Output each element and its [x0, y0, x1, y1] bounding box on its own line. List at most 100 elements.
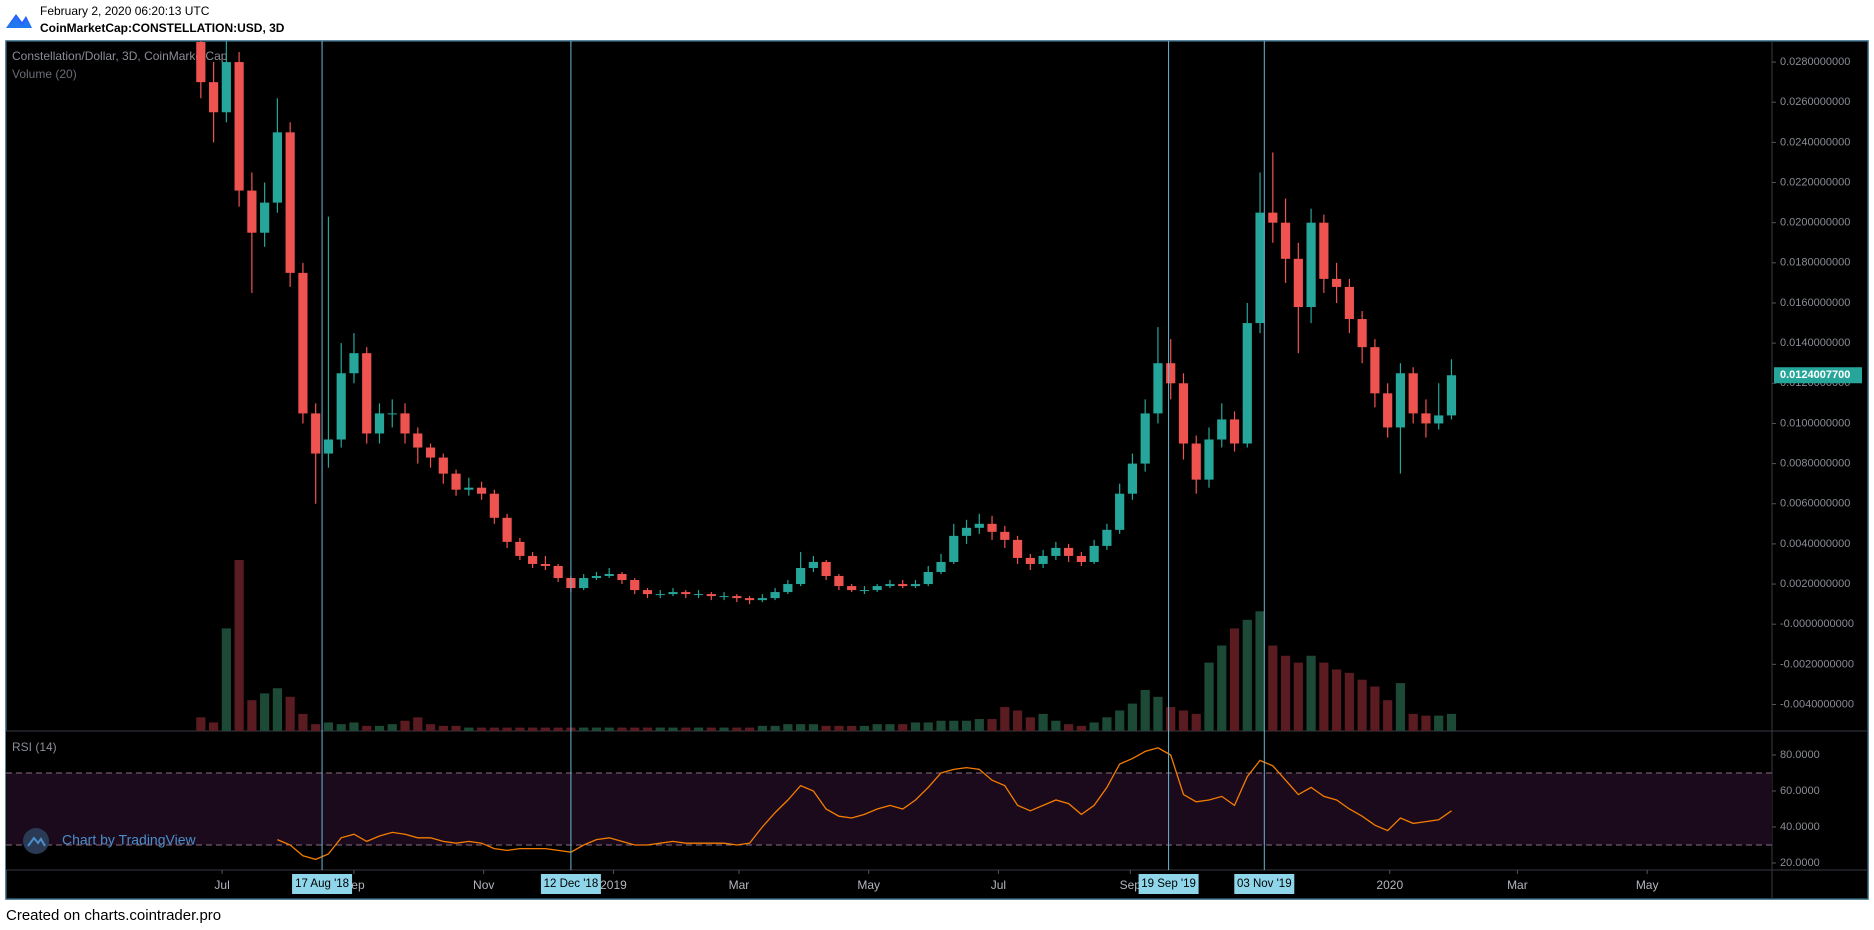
volume-bar	[1115, 710, 1125, 731]
candle-body	[1383, 393, 1393, 428]
candle-body	[260, 202, 270, 233]
y-tick-label: -0.0020000000	[1780, 658, 1854, 670]
candle-body	[834, 576, 844, 587]
volume-bar	[1191, 713, 1201, 731]
candle-body	[668, 592, 678, 595]
candle-body	[1421, 413, 1431, 424]
candle-body	[1025, 557, 1035, 564]
volume-bar	[298, 713, 308, 731]
candle-body	[1115, 493, 1125, 530]
candle-body	[311, 413, 321, 454]
candle-body	[1319, 222, 1329, 279]
volume-bar	[1255, 611, 1265, 731]
candle-body	[949, 535, 959, 562]
candle-body	[1293, 258, 1303, 308]
candle-body	[706, 594, 716, 597]
volume-bar	[1357, 679, 1367, 731]
candle-body	[617, 574, 627, 581]
candle-body	[515, 541, 525, 556]
volume-bar	[553, 727, 563, 731]
volume-bar	[489, 727, 499, 731]
candle-body	[642, 590, 653, 595]
volume-bar	[502, 727, 512, 731]
candle-body	[1255, 212, 1265, 324]
candle-body	[208, 82, 219, 113]
volume-bar	[438, 725, 448, 731]
watermark-glyph	[27, 836, 46, 847]
volume-bar	[425, 724, 436, 731]
volume-bar	[770, 725, 780, 731]
candle-body	[1306, 222, 1316, 308]
candle-body	[387, 413, 397, 415]
candle-body	[693, 594, 704, 596]
rsi-tick-label: 60.0000	[1780, 785, 1820, 797]
candle-body	[974, 523, 984, 528]
rsi-tick-label: 80.0000	[1780, 749, 1820, 761]
volume-bar	[898, 724, 908, 731]
candle-body	[1051, 547, 1061, 556]
candle-body	[961, 527, 972, 536]
volume-bar	[387, 724, 397, 731]
candle-body	[796, 567, 806, 585]
candle-body	[757, 598, 767, 601]
volume-bar	[1242, 619, 1252, 731]
volume-bar	[655, 727, 665, 731]
x-tick-label: Jul	[991, 878, 1006, 892]
volume-bar	[1446, 713, 1457, 731]
candle-body	[655, 594, 665, 596]
volume-bar	[1344, 672, 1354, 731]
y-tick-label: 0.0140000000	[1780, 337, 1850, 349]
volume-bar	[1051, 720, 1061, 731]
last-price-box	[1774, 367, 1862, 384]
volume-bar	[1332, 669, 1342, 731]
candle-body	[770, 592, 780, 599]
volume-bar	[515, 727, 525, 731]
rsi-label: RSI (14)	[12, 740, 57, 754]
candle-body	[1268, 212, 1278, 223]
x-tick-label: 2020	[1376, 878, 1403, 892]
candle-body	[744, 598, 755, 601]
volume-bar	[1089, 722, 1099, 731]
candle-body	[1332, 278, 1342, 287]
volume-bar	[604, 727, 614, 731]
volume-bar	[706, 727, 716, 731]
candle-body	[425, 447, 436, 458]
candle-body	[579, 578, 589, 589]
y-tick-label: 0.0100000000	[1780, 417, 1850, 429]
volume-bar	[1000, 707, 1010, 731]
rsi-plot	[6, 747, 1772, 861]
candle-body	[604, 574, 614, 577]
candle-body	[336, 373, 346, 440]
candle-body	[681, 592, 691, 595]
candle-body	[1344, 286, 1354, 320]
volume-bar	[847, 725, 857, 731]
candle-body	[1153, 363, 1163, 414]
volume-bar	[476, 727, 487, 731]
volume-bar	[923, 722, 933, 731]
main-pane	[196, 41, 1457, 731]
volume-bar	[808, 724, 818, 731]
candle-body	[1217, 419, 1227, 440]
volume-bar	[1204, 662, 1214, 731]
candle-body	[1242, 323, 1252, 444]
volume-bar	[834, 725, 844, 731]
highlight-label: 03 Nov '19	[1237, 878, 1292, 890]
volume-bar	[1064, 724, 1074, 731]
y-tick-label: 0.0240000000	[1780, 136, 1850, 148]
candle-body	[1076, 555, 1086, 562]
candle-body	[413, 433, 423, 448]
last-price-label: 0.0124007700	[1780, 369, 1850, 381]
candle-body	[732, 596, 742, 599]
volume-bar	[617, 727, 627, 731]
candle-body	[1127, 463, 1138, 494]
volume-bar	[1166, 707, 1176, 731]
candle-body	[323, 439, 334, 454]
volume-bar	[681, 727, 691, 731]
volume-bar	[719, 727, 729, 731]
candle-body	[1191, 443, 1201, 480]
volume-bar	[885, 724, 895, 731]
candle-body	[847, 586, 857, 591]
volume-bar	[1421, 715, 1431, 731]
